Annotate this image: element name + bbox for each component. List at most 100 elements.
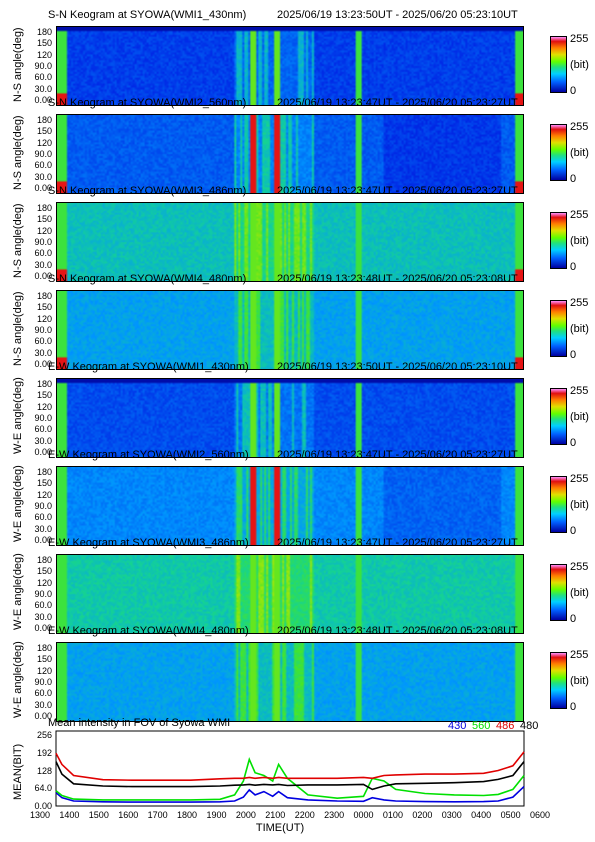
keogram-ytick: 120 (36, 665, 52, 676)
keogram-ytick: 120 (36, 225, 52, 236)
colorbar-label: 255 (570, 473, 589, 485)
keogram-ytick: 30.0 (34, 83, 52, 94)
keogram-ytick: 180 (36, 379, 52, 389)
colorbar-label: 255 (570, 33, 589, 45)
keogram-ytick: 180 (36, 27, 52, 37)
colorbar-label: (bit) (570, 411, 589, 423)
keogram-ytick: 60.0 (34, 688, 52, 699)
xtick-label: 0400 (471, 810, 492, 820)
keogram-ytick: 0.00 (34, 359, 52, 369)
keogram-ytick: 60.0 (34, 336, 52, 347)
keogram-ytick: 90.0 (34, 237, 52, 247)
xtick-label: 2200 (294, 810, 315, 820)
keogram-ytick: 30.0 (34, 259, 52, 270)
keogram-ytick: 0.00 (34, 711, 52, 721)
mean-plot-title: Mean intensity in FOV of Syowa WMI (48, 717, 231, 729)
colorbar (550, 388, 567, 445)
keogram-title-text: S-N Keogram at SYOWA(WMI2_560nm) (48, 97, 247, 109)
colorbar-label: 0 (570, 525, 577, 537)
keogram-ytick: 150 (36, 566, 52, 577)
keogram-title-text: S-N Keogram at SYOWA(WMI4_480nm) (48, 273, 247, 285)
legend-entry: 486 (496, 720, 515, 732)
keogram-title: S-N Keogram at SYOWA(WMI1_430nm) 2025/06/… (48, 9, 518, 21)
keogram-ytick: 150 (36, 302, 52, 313)
keogram-ytick: 90.0 (34, 677, 52, 687)
colorbar-label: 255 (570, 385, 589, 397)
ytick-label: 64.0 (34, 783, 52, 794)
keogram-image (56, 642, 524, 722)
series-line-430 (55, 786, 525, 803)
series-line-486 (55, 751, 525, 782)
keogram-ytick: 0.00 (34, 535, 52, 545)
keogram-title: E-W Keogram at SYOWA(WMI4_480nm) 2025/06/… (48, 625, 518, 637)
keogram-time-range: 2025/06/19 13:23:47UT - 2025/06/20 05:23… (277, 185, 518, 197)
keogram-ytick: 60.0 (34, 424, 52, 435)
colorbar-label: 0 (570, 437, 577, 449)
keogram-time-range: 2025/06/19 13:23:50UT - 2025/06/20 05:23… (277, 361, 518, 373)
x-axis-title: TIME(UT) (255, 822, 305, 834)
xtick-label: 0100 (382, 810, 403, 820)
keogram-ytick: 0.00 (34, 271, 52, 281)
keogram-ytick: 150 (36, 390, 52, 401)
ytick-label: 256 (36, 730, 52, 740)
keogram-ytick: 150 (36, 126, 52, 137)
colorbar-label: 255 (570, 649, 589, 661)
keogram-ytick: 60.0 (34, 160, 52, 171)
colorbar-label: 255 (570, 297, 589, 309)
xtick-label: 1400 (59, 810, 80, 820)
xtick-label: 2000 (235, 810, 256, 820)
keogram-ytick: 90.0 (34, 413, 52, 423)
keogram-ytick: 120 (36, 49, 52, 60)
colorbar-label: 0 (570, 613, 577, 625)
xtick-label: 1900 (206, 810, 227, 820)
keogram-ytick: 180 (36, 555, 52, 565)
keogram-ytick: 30.0 (34, 347, 52, 358)
colorbar-label: (bit) (570, 587, 589, 599)
ytick-label: 128 (36, 765, 52, 776)
colorbar-label: (bit) (570, 499, 589, 511)
keogram-ytick: 60.0 (34, 72, 52, 83)
colorbar-label: (bit) (570, 147, 589, 159)
keogram-ytick: 120 (36, 489, 52, 500)
keogram-time-range: 2025/06/19 13:23:48UT - 2025/06/20 05:23… (277, 625, 518, 637)
series-line-480 (55, 761, 525, 791)
keogram-ytick: 150 (36, 654, 52, 665)
keogram-ytick: 30.0 (34, 699, 52, 710)
colorbar-label: 255 (570, 209, 589, 221)
keogram-ytick: 30.0 (34, 523, 52, 534)
keogram-title: E-W Keogram at SYOWA(WMI1_430nm) 2025/06/… (48, 361, 518, 373)
keogram-image (56, 466, 524, 546)
keogram-image (56, 26, 524, 106)
xtick-label: 2100 (265, 810, 286, 820)
colorbar (550, 300, 567, 357)
colorbar (550, 36, 567, 93)
keogram-image (56, 114, 524, 194)
keogram-ytick: 60.0 (34, 512, 52, 523)
colorbar-label: 0 (570, 701, 577, 713)
keogram-ytick: 120 (36, 401, 52, 412)
keogram-ytick: 0.00 (34, 183, 52, 193)
keogram-ytick: 180 (36, 643, 52, 653)
ytick-label: 0.00 (34, 801, 52, 811)
xtick-label: 0600 (529, 810, 551, 820)
colorbar-label: 0 (570, 349, 577, 361)
xtick-label: 1800 (177, 810, 198, 820)
colorbar (550, 476, 567, 533)
keogram-title-text: S-N Keogram at SYOWA(WMI3_486nm) (48, 185, 247, 197)
keogram-title: E-W Keogram at SYOWA(WMI3_486nm) 2025/06/… (48, 537, 518, 549)
keogram-ytick: 180 (36, 203, 52, 213)
xtick-label: 2300 (324, 810, 345, 820)
keogram-ytick: 120 (36, 313, 52, 324)
xtick-label: 0200 (412, 810, 433, 820)
keogram-title-text: E-W Keogram at SYOWA(WMI2_560nm) (48, 449, 249, 461)
keogram-ytick: 180 (36, 467, 52, 477)
keogram-title-text: E-W Keogram at SYOWA(WMI1_430nm) (48, 361, 249, 373)
keogram-ytick: 0.00 (34, 447, 52, 457)
colorbar-label: 255 (570, 561, 589, 573)
keogram-ytick: 60.0 (34, 600, 52, 611)
xtick-label: 0000 (353, 810, 374, 820)
xtick-label: 0300 (441, 810, 462, 820)
keogram-ytick: 150 (36, 478, 52, 489)
colorbar-label: (bit) (570, 235, 589, 247)
